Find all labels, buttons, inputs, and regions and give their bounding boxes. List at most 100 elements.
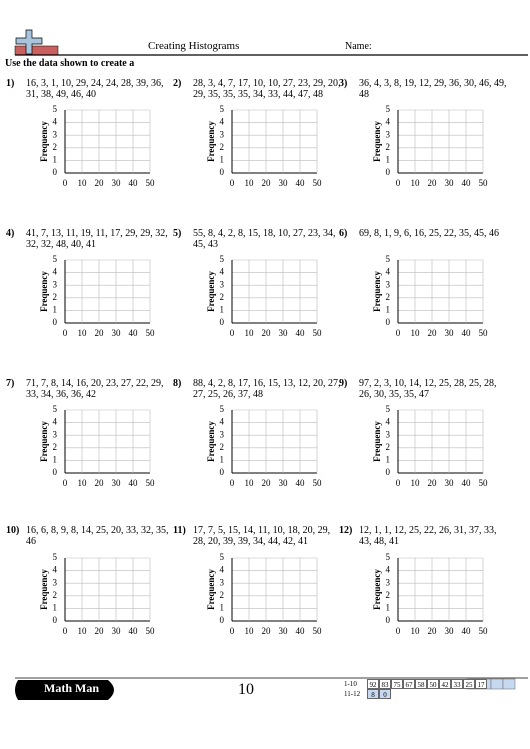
answer-range: 1-10 — [344, 680, 357, 688]
problem-data: 16, 3, 1, 10, 29, 24, 24, 28, 39, 36, 31… — [26, 78, 164, 100]
problem-data: 17, 7, 5, 15, 14, 11, 10, 18, 20, 29, 28… — [193, 525, 331, 547]
y-tick-label: 1 — [386, 602, 391, 612]
y-tick-label: 3 — [386, 429, 391, 439]
y-tick-label: 1 — [220, 602, 225, 612]
x-tick-label: 0 — [63, 478, 68, 488]
answer-range: 11-12 — [344, 690, 361, 698]
x-tick-label: 0 — [396, 178, 401, 188]
answer-cell: 75 — [391, 679, 403, 689]
y-tick-label: 0 — [220, 615, 225, 625]
y-tick-label: 1 — [386, 304, 391, 314]
x-tick-label: 50 — [146, 328, 156, 338]
x-tick-label: 50 — [313, 478, 323, 488]
x-tick-label: 10 — [78, 328, 88, 338]
y-tick-label: 0 — [53, 167, 58, 177]
problem-label: 9) — [339, 378, 348, 389]
y-axis-label: Frequency — [206, 569, 216, 610]
name-label: Name: — [345, 41, 372, 52]
answer-cell: 33 — [451, 679, 463, 689]
y-tick-label: 5 — [220, 552, 225, 562]
y-tick-label: 4 — [53, 267, 58, 277]
x-tick-label: 40 — [129, 328, 139, 338]
x-tick-label: 0 — [230, 478, 235, 488]
answer-cell-empty — [490, 678, 504, 690]
y-tick-label: 4 — [220, 417, 225, 427]
x-tick-label: 50 — [313, 626, 323, 636]
problem-data: 55, 8, 4, 2, 8, 15, 18, 10, 27, 23, 34, … — [193, 228, 336, 250]
x-tick-label: 10 — [245, 626, 255, 636]
x-tick-label: 0 — [230, 328, 235, 338]
x-tick-label: 20 — [262, 328, 272, 338]
x-tick-label: 10 — [245, 478, 255, 488]
y-axis-label: Frequency — [39, 569, 49, 610]
answer-cell: 67 — [403, 679, 415, 689]
x-tick-label: 0 — [396, 478, 401, 488]
y-tick-label: 5 — [220, 404, 225, 414]
problem-data: 69, 8, 1, 9, 6, 16, 25, 22, 35, 45, 46 — [359, 228, 499, 239]
x-tick-label: 10 — [78, 178, 88, 188]
y-axis-label: Frequency — [206, 271, 216, 312]
answer-cell: 17 — [475, 679, 487, 689]
y-tick-label: 1 — [386, 454, 391, 464]
problem-label: 4) — [6, 228, 15, 239]
x-tick-label: 10 — [245, 328, 255, 338]
x-tick-label: 20 — [428, 328, 438, 338]
y-tick-label: 5 — [53, 104, 58, 114]
x-tick-label: 30 — [112, 178, 122, 188]
x-tick-label: 20 — [262, 478, 272, 488]
y-tick-label: 2 — [53, 292, 58, 302]
y-tick-label: 5 — [386, 104, 391, 114]
answer-cell: 42 — [439, 679, 451, 689]
y-tick-label: 5 — [53, 254, 58, 264]
y-tick-label: 4 — [220, 117, 225, 127]
y-tick-label: 3 — [53, 279, 58, 289]
x-tick-label: 30 — [112, 478, 122, 488]
problem-label: 12) — [339, 525, 353, 536]
x-tick-label: 30 — [279, 178, 289, 188]
x-tick-label: 30 — [112, 328, 122, 338]
x-tick-label: 20 — [428, 178, 438, 188]
problem-data: 12, 1, 1, 12, 25, 22, 26, 31, 37, 33, 43… — [359, 525, 497, 547]
y-tick-label: 0 — [220, 167, 225, 177]
x-tick-label: 50 — [313, 328, 323, 338]
answer-cell-empty — [502, 678, 516, 690]
problem-data: 28, 3, 4, 7, 17, 10, 10, 27, 23, 29, 20,… — [193, 78, 341, 100]
y-tick-label: 1 — [53, 602, 58, 612]
x-tick-label: 10 — [411, 178, 421, 188]
y-tick-label: 0 — [220, 467, 225, 477]
x-tick-label: 50 — [479, 328, 489, 338]
problem-data: 16, 6, 8, 9, 8, 14, 25, 20, 33, 32, 35, … — [26, 525, 169, 547]
x-tick-label: 30 — [445, 478, 455, 488]
y-tick-label: 0 — [386, 467, 391, 477]
x-tick-label: 40 — [462, 328, 472, 338]
y-tick-label: 0 — [386, 615, 391, 625]
x-tick-label: 10 — [411, 328, 421, 338]
y-tick-label: 4 — [386, 565, 391, 575]
x-tick-label: 50 — [479, 178, 489, 188]
x-tick-label: 10 — [245, 178, 255, 188]
x-tick-label: 40 — [129, 626, 139, 636]
y-tick-label: 3 — [220, 429, 225, 439]
y-axis-label: Frequency — [39, 271, 49, 312]
x-tick-label: 0 — [396, 328, 401, 338]
x-tick-label: 0 — [230, 626, 235, 636]
y-tick-label: 2 — [386, 590, 391, 600]
x-tick-label: 20 — [428, 626, 438, 636]
x-tick-label: 40 — [129, 178, 139, 188]
y-tick-label: 3 — [386, 577, 391, 587]
x-tick-label: 30 — [112, 626, 122, 636]
problem-label: 7) — [6, 378, 15, 389]
x-tick-label: 40 — [129, 478, 139, 488]
x-tick-label: 30 — [279, 626, 289, 636]
x-tick-label: 0 — [63, 178, 68, 188]
y-axis-label: Frequency — [206, 121, 216, 162]
x-tick-label: 0 — [63, 626, 68, 636]
y-tick-label: 4 — [220, 267, 225, 277]
problem-label: 2) — [173, 78, 182, 89]
y-tick-label: 2 — [220, 292, 225, 302]
y-tick-label: 2 — [53, 590, 58, 600]
y-tick-label: 1 — [220, 154, 225, 164]
x-tick-label: 20 — [262, 626, 272, 636]
x-tick-label: 10 — [411, 478, 421, 488]
